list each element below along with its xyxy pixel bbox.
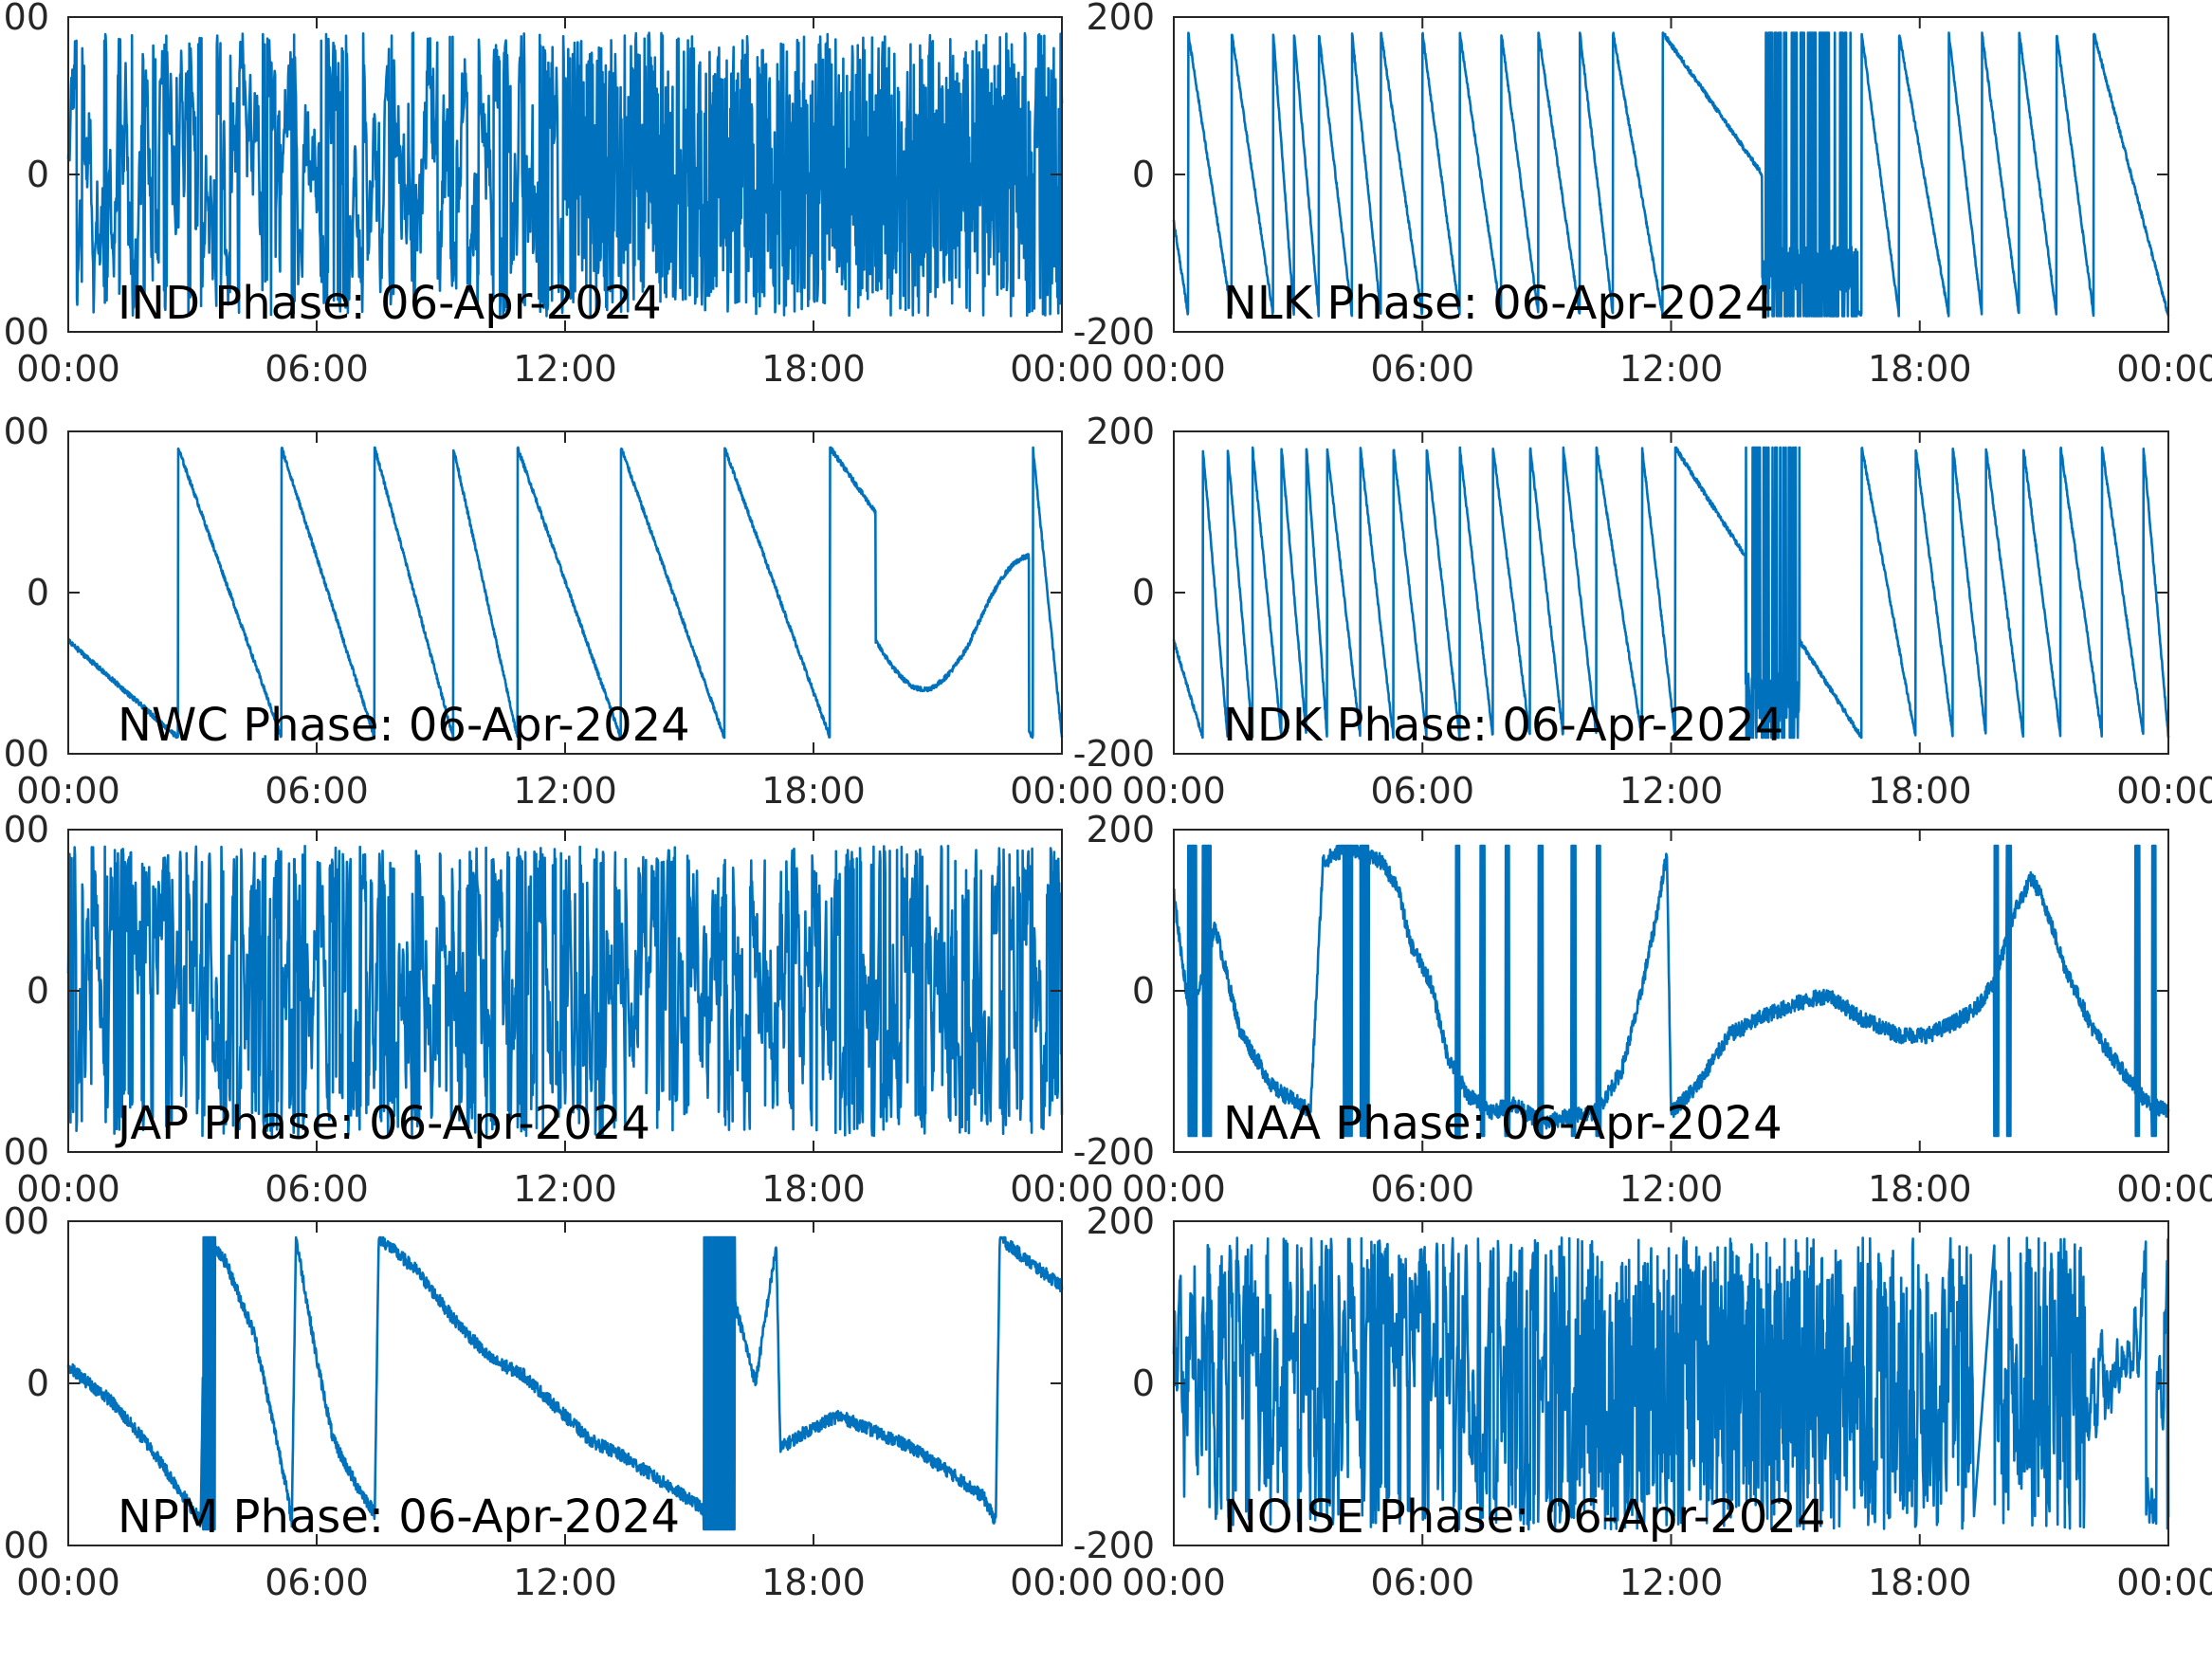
series-line [1172, 1236, 2170, 1531]
x-tick-label: 12:00 [513, 1168, 617, 1210]
x-tick-label: 12:00 [1619, 1168, 1724, 1210]
x-tick-label: 06:00 [1370, 770, 1474, 812]
x-tick-label: 06:00 [265, 348, 369, 390]
panel-label: NAA Phase: 06-Apr-2024 [1223, 1097, 1782, 1150]
x-tick-label: 00:00 [1010, 348, 1114, 390]
x-tick-label: 00:00 [1122, 1562, 1226, 1603]
x-tick-label: 06:00 [1370, 348, 1474, 390]
x-tick-label: 12:00 [513, 770, 617, 812]
y-tick-label: 0 [27, 970, 49, 1012]
y-tick-label: 200 [0, 809, 49, 850]
x-tick-label: 00:00 [2116, 1168, 2212, 1210]
x-tick-label: 00:00 [16, 1562, 120, 1603]
x-tick-label: 00:00 [1010, 1562, 1114, 1603]
y-tick-label: 0 [27, 1362, 49, 1404]
panel-label: NLK Phase: 06-Apr-2024 [1223, 277, 1774, 330]
y-tick-label: 0 [1132, 970, 1155, 1012]
series-line [1172, 31, 2170, 318]
x-tick-label: 00:00 [2116, 348, 2212, 390]
x-tick-label: 00:00 [1122, 770, 1226, 812]
x-tick-label: 18:00 [1868, 1562, 1972, 1603]
y-tick-label: -200 [1073, 1131, 1155, 1173]
y-tick-label: 200 [0, 1200, 49, 1242]
series-line [1172, 844, 2170, 1138]
y-tick-label: -200 [0, 1131, 49, 1173]
x-tick-label: 00:00 [1010, 1168, 1114, 1210]
y-tick-label: 0 [1132, 572, 1155, 613]
x-tick-label: 18:00 [761, 1168, 866, 1210]
series-line [67, 446, 1064, 740]
panel-label: JAP Phase: 06-Apr-2024 [115, 1097, 650, 1150]
x-tick-label: 18:00 [1868, 348, 1972, 390]
x-tick-label: 12:00 [513, 1562, 617, 1603]
x-tick-label: 00:00 [1122, 1168, 1226, 1210]
panel-label: NPM Phase: 06-Apr-2024 [118, 1490, 680, 1544]
x-tick-label: 06:00 [265, 770, 369, 812]
x-tick-label: 06:00 [1370, 1168, 1474, 1210]
x-tick-label: 18:00 [761, 1562, 866, 1603]
y-tick-label: -200 [1073, 311, 1155, 353]
x-tick-label: 00:00 [2116, 1562, 2212, 1603]
x-tick-label: 06:00 [1370, 1562, 1474, 1603]
y-tick-label: 0 [27, 572, 49, 613]
x-tick-label: 18:00 [1868, 770, 1972, 812]
y-tick-label: 0 [27, 154, 49, 195]
y-tick-label: -200 [0, 733, 49, 775]
y-tick-label: 200 [0, 411, 49, 452]
y-tick-label: 0 [1132, 154, 1155, 195]
x-tick-label: 00:00 [16, 1168, 120, 1210]
x-tick-label: 18:00 [1868, 1168, 1972, 1210]
x-tick-label: 06:00 [265, 1168, 369, 1210]
series-line [1172, 446, 2170, 740]
y-tick-label: 200 [0, 0, 49, 38]
y-tick-label: 200 [1086, 0, 1155, 38]
y-tick-label: -200 [0, 311, 49, 353]
series-line [66, 31, 1064, 318]
x-tick-label: 12:00 [1619, 770, 1724, 812]
y-tick-label: -200 [1073, 733, 1155, 775]
x-tick-label: 00:00 [1122, 348, 1226, 390]
y-tick-label: 200 [1086, 411, 1155, 452]
x-tick-label: 18:00 [761, 348, 866, 390]
y-tick-label: -200 [1073, 1525, 1155, 1566]
x-tick-label: 12:00 [1619, 348, 1724, 390]
x-tick-label: 00:00 [1010, 770, 1114, 812]
x-tick-label: 18:00 [761, 770, 866, 812]
x-tick-label: 12:00 [1619, 1562, 1724, 1603]
x-tick-label: 12:00 [513, 348, 617, 390]
y-tick-label: 200 [1086, 809, 1155, 850]
y-tick-label: -200 [0, 1525, 49, 1566]
series-line [66, 844, 1064, 1138]
y-tick-label: 200 [1086, 1200, 1155, 1242]
panel-label: NWC Phase: 06-Apr-2024 [118, 699, 690, 752]
series-line [66, 1235, 1064, 1531]
panel-label: NDK Phase: 06-Apr-2024 [1223, 699, 1783, 752]
y-tick-label: 0 [1132, 1362, 1155, 1404]
panel-label: NOISE Phase: 06-Apr-2024 [1223, 1490, 1825, 1544]
x-tick-label: 00:00 [16, 770, 120, 812]
x-tick-label: 00:00 [16, 348, 120, 390]
x-tick-label: 00:00 [2116, 770, 2212, 812]
panel-label: IND Phase: 06-Apr-2024 [118, 277, 662, 330]
x-tick-label: 06:00 [265, 1562, 369, 1603]
